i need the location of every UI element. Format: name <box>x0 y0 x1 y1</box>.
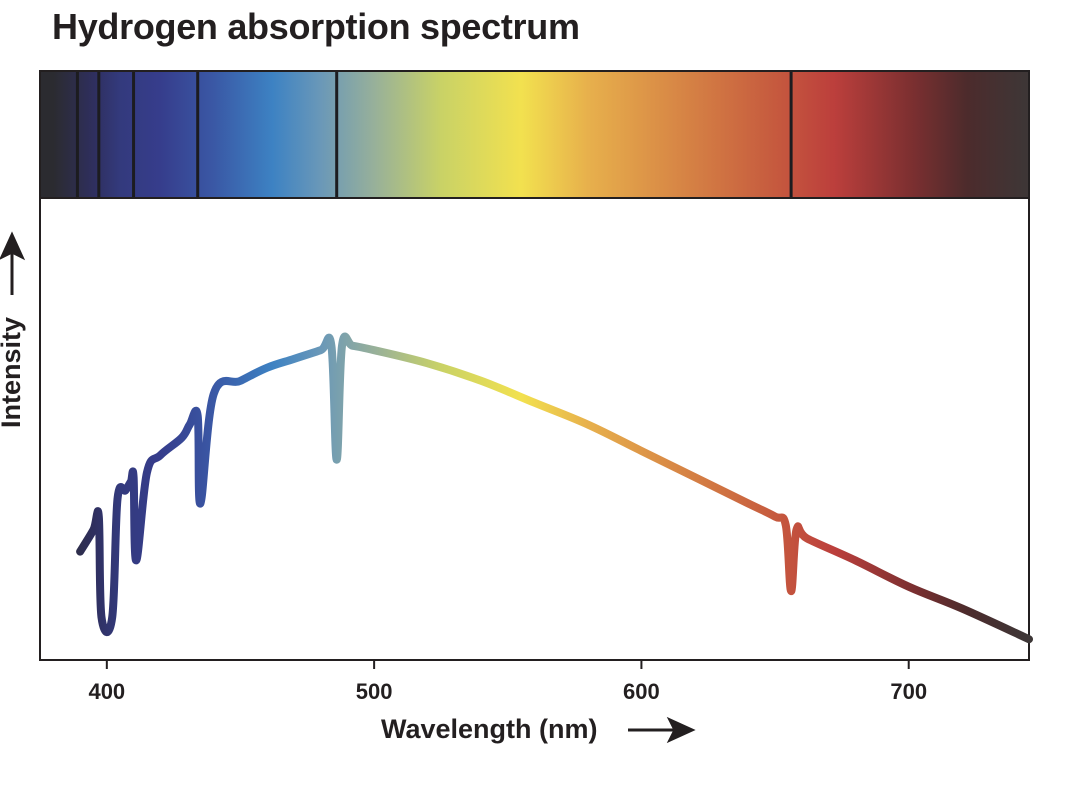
y-axis-arrow <box>0 231 26 295</box>
chart-title: Hydrogen absorption spectrum <box>52 6 580 47</box>
x-axis-ticks: 400 500 600 700 <box>88 660 927 704</box>
spectrum-band <box>40 71 1029 198</box>
y-axis-label: Intensity <box>0 317 26 428</box>
absorption-lines <box>75 71 793 198</box>
x-tick-label: 600 <box>623 679 660 704</box>
x-tick-label: 500 <box>356 679 393 704</box>
x-tick-label: 400 <box>88 679 125 704</box>
plot-frame <box>39 70 1030 661</box>
x-tick-label: 700 <box>890 679 927 704</box>
x-axis-label: Wavelength (nm) <box>381 714 598 744</box>
intensity-curve <box>76 332 1033 644</box>
x-axis-arrow <box>628 716 696 744</box>
